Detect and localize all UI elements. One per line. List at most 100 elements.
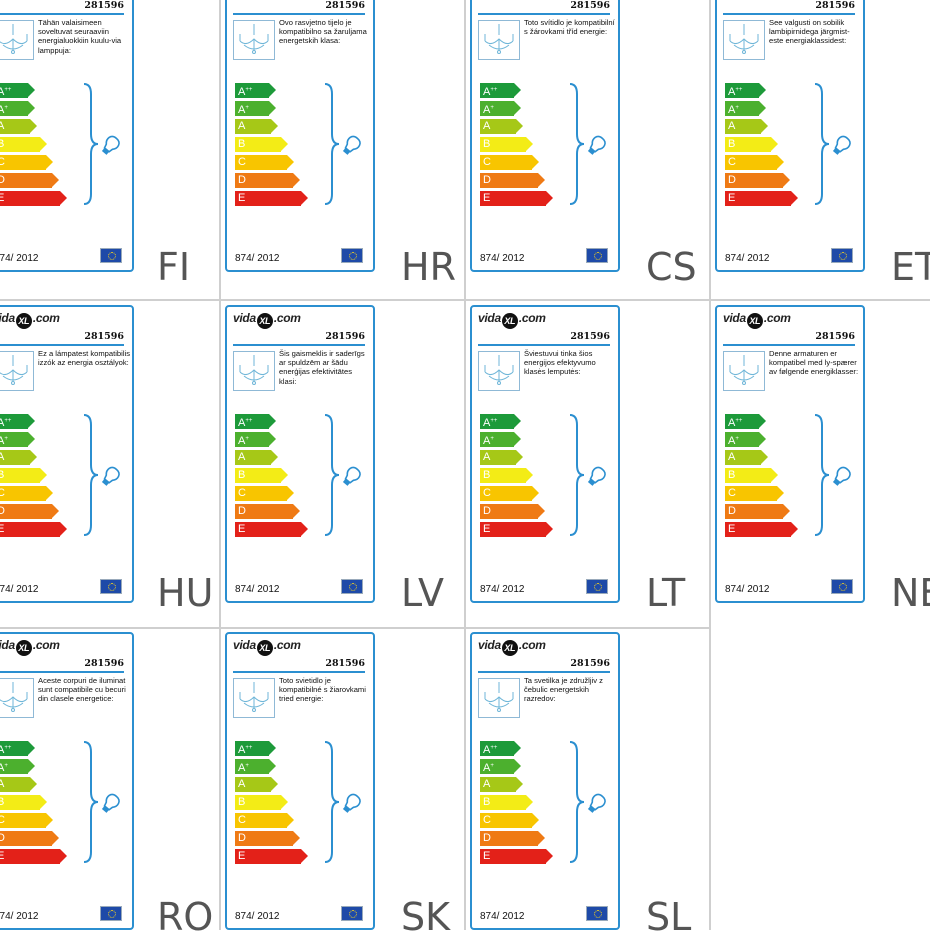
- regulation-number: 874/ 2012: [0, 584, 39, 595]
- language-code: HU: [157, 571, 214, 615]
- class-bar: [0, 759, 28, 774]
- class-bar-tip: [526, 795, 533, 809]
- compatibility-text: Toto svítidlo je kompatibilní s žárovkam…: [524, 18, 615, 37]
- class-bar-tip: [546, 849, 553, 863]
- eu-flag-icon: [341, 906, 363, 921]
- language-code: CS: [646, 245, 697, 289]
- class-letter: E: [0, 850, 4, 863]
- class-bar: [235, 173, 293, 188]
- class-letter-main: B: [483, 138, 491, 150]
- eu-stars: [349, 252, 357, 260]
- class-bar: [725, 101, 759, 116]
- class-bar: [725, 522, 791, 537]
- class-letter-main: D: [483, 505, 491, 517]
- class-letter-main: C: [483, 156, 491, 168]
- logo-badge: XL: [746, 313, 763, 329]
- class-letter-sup: ++: [4, 87, 12, 93]
- class-letter: A++: [238, 84, 252, 99]
- class-bar: [480, 795, 526, 810]
- class-letter: D: [238, 832, 246, 845]
- class-letter-sup: ++: [490, 418, 498, 424]
- class-letter: C: [0, 814, 5, 827]
- class-bar: [480, 813, 532, 828]
- class-letter-sup: ++: [245, 87, 253, 93]
- logo-text: vida: [0, 311, 15, 325]
- energy-label-card: vida XL .com 281596 Denne armaturen er kompa…: [715, 305, 865, 603]
- energy-label-card: vida XL .com 281596 Šis gaismeklis ir saderī…: [225, 305, 375, 603]
- class-letter: B: [483, 469, 490, 482]
- class-letter: A+: [0, 433, 8, 448]
- class-bar-tip: [516, 777, 523, 791]
- range-brace: [323, 82, 343, 206]
- class-letter-sup: +: [245, 436, 249, 442]
- class-letter-main: C: [0, 487, 5, 499]
- class-bar-tip: [40, 795, 47, 809]
- class-bar: [0, 83, 28, 98]
- header-rule: [478, 344, 610, 346]
- class-bar: [235, 486, 287, 501]
- class-letter: A+: [0, 102, 8, 117]
- class-letter: E: [728, 523, 735, 536]
- class-bar: [0, 119, 30, 134]
- class-letter: A+: [238, 760, 249, 775]
- lightbulb-icon: [829, 134, 855, 163]
- eu-stars: [108, 583, 116, 591]
- range-brace: [568, 82, 588, 206]
- class-letter-main: A: [483, 744, 491, 756]
- range-brace: [82, 740, 102, 864]
- class-letter-main: E: [238, 523, 246, 535]
- compatibility-text: Šis gaismeklis ir saderīgs ar spuldzēm a…: [279, 349, 365, 386]
- class-bar-tip: [771, 468, 778, 482]
- class-bar: [235, 137, 281, 152]
- language-code: SK: [401, 895, 451, 939]
- class-bar-tip: [287, 813, 294, 827]
- class-bar-tip: [30, 450, 37, 464]
- class-letter: A++: [0, 415, 11, 430]
- class-letter-main: B: [728, 138, 736, 150]
- class-letter: B: [728, 469, 735, 482]
- class-letter: A++: [238, 742, 252, 757]
- class-bar: [725, 119, 761, 134]
- class-letter-main: D: [238, 174, 246, 186]
- logo-text: .com: [763, 311, 791, 325]
- class-bar: [0, 795, 40, 810]
- class-bar: [0, 137, 40, 152]
- class-bar-tip: [538, 173, 545, 187]
- class-letter-sup: +: [735, 105, 739, 111]
- class-letter: A+: [483, 760, 494, 775]
- grid-line: [0, 299, 930, 301]
- class-letter: E: [0, 523, 4, 536]
- class-letter-main: A: [0, 120, 5, 132]
- chandelier-icon: [0, 20, 34, 60]
- language-code: LV: [401, 571, 444, 615]
- class-letter: D: [0, 174, 5, 187]
- compatibility-text: See valgusti on sobilik lambipirnidega j…: [769, 18, 850, 46]
- compatibility-text: Ta svetilka je združljiv z čebulic energ…: [524, 676, 603, 704]
- class-letter-main: A: [0, 762, 5, 774]
- class-letter-main: E: [238, 192, 246, 204]
- language-code: ET: [891, 245, 930, 289]
- class-letter-main: E: [0, 192, 5, 204]
- class-letter-main: A: [238, 86, 246, 98]
- class-letter-sup: +: [490, 105, 494, 111]
- class-letter-sup: +: [245, 763, 249, 769]
- compatibility-text: Ez a lámpatest kompatibilis izzók az ene…: [38, 349, 131, 368]
- class-letter: A+: [483, 102, 494, 117]
- class-bar: [0, 468, 40, 483]
- class-bar: [480, 450, 516, 465]
- class-bar: [480, 191, 546, 206]
- class-letter-main: A: [0, 417, 5, 429]
- class-bar-tip: [28, 759, 35, 773]
- class-letter: B: [0, 469, 4, 482]
- class-letter-sup: ++: [4, 418, 12, 424]
- class-bar-tip: [271, 777, 278, 791]
- class-bar: [725, 432, 759, 447]
- class-letter-main: D: [728, 174, 736, 186]
- class-letter: D: [483, 505, 491, 518]
- eu-stars: [108, 910, 116, 918]
- class-letter-main: D: [483, 832, 491, 844]
- lightbulb-icon: [584, 134, 610, 163]
- range-brace: [323, 413, 343, 537]
- eu-flag-icon: [586, 906, 608, 921]
